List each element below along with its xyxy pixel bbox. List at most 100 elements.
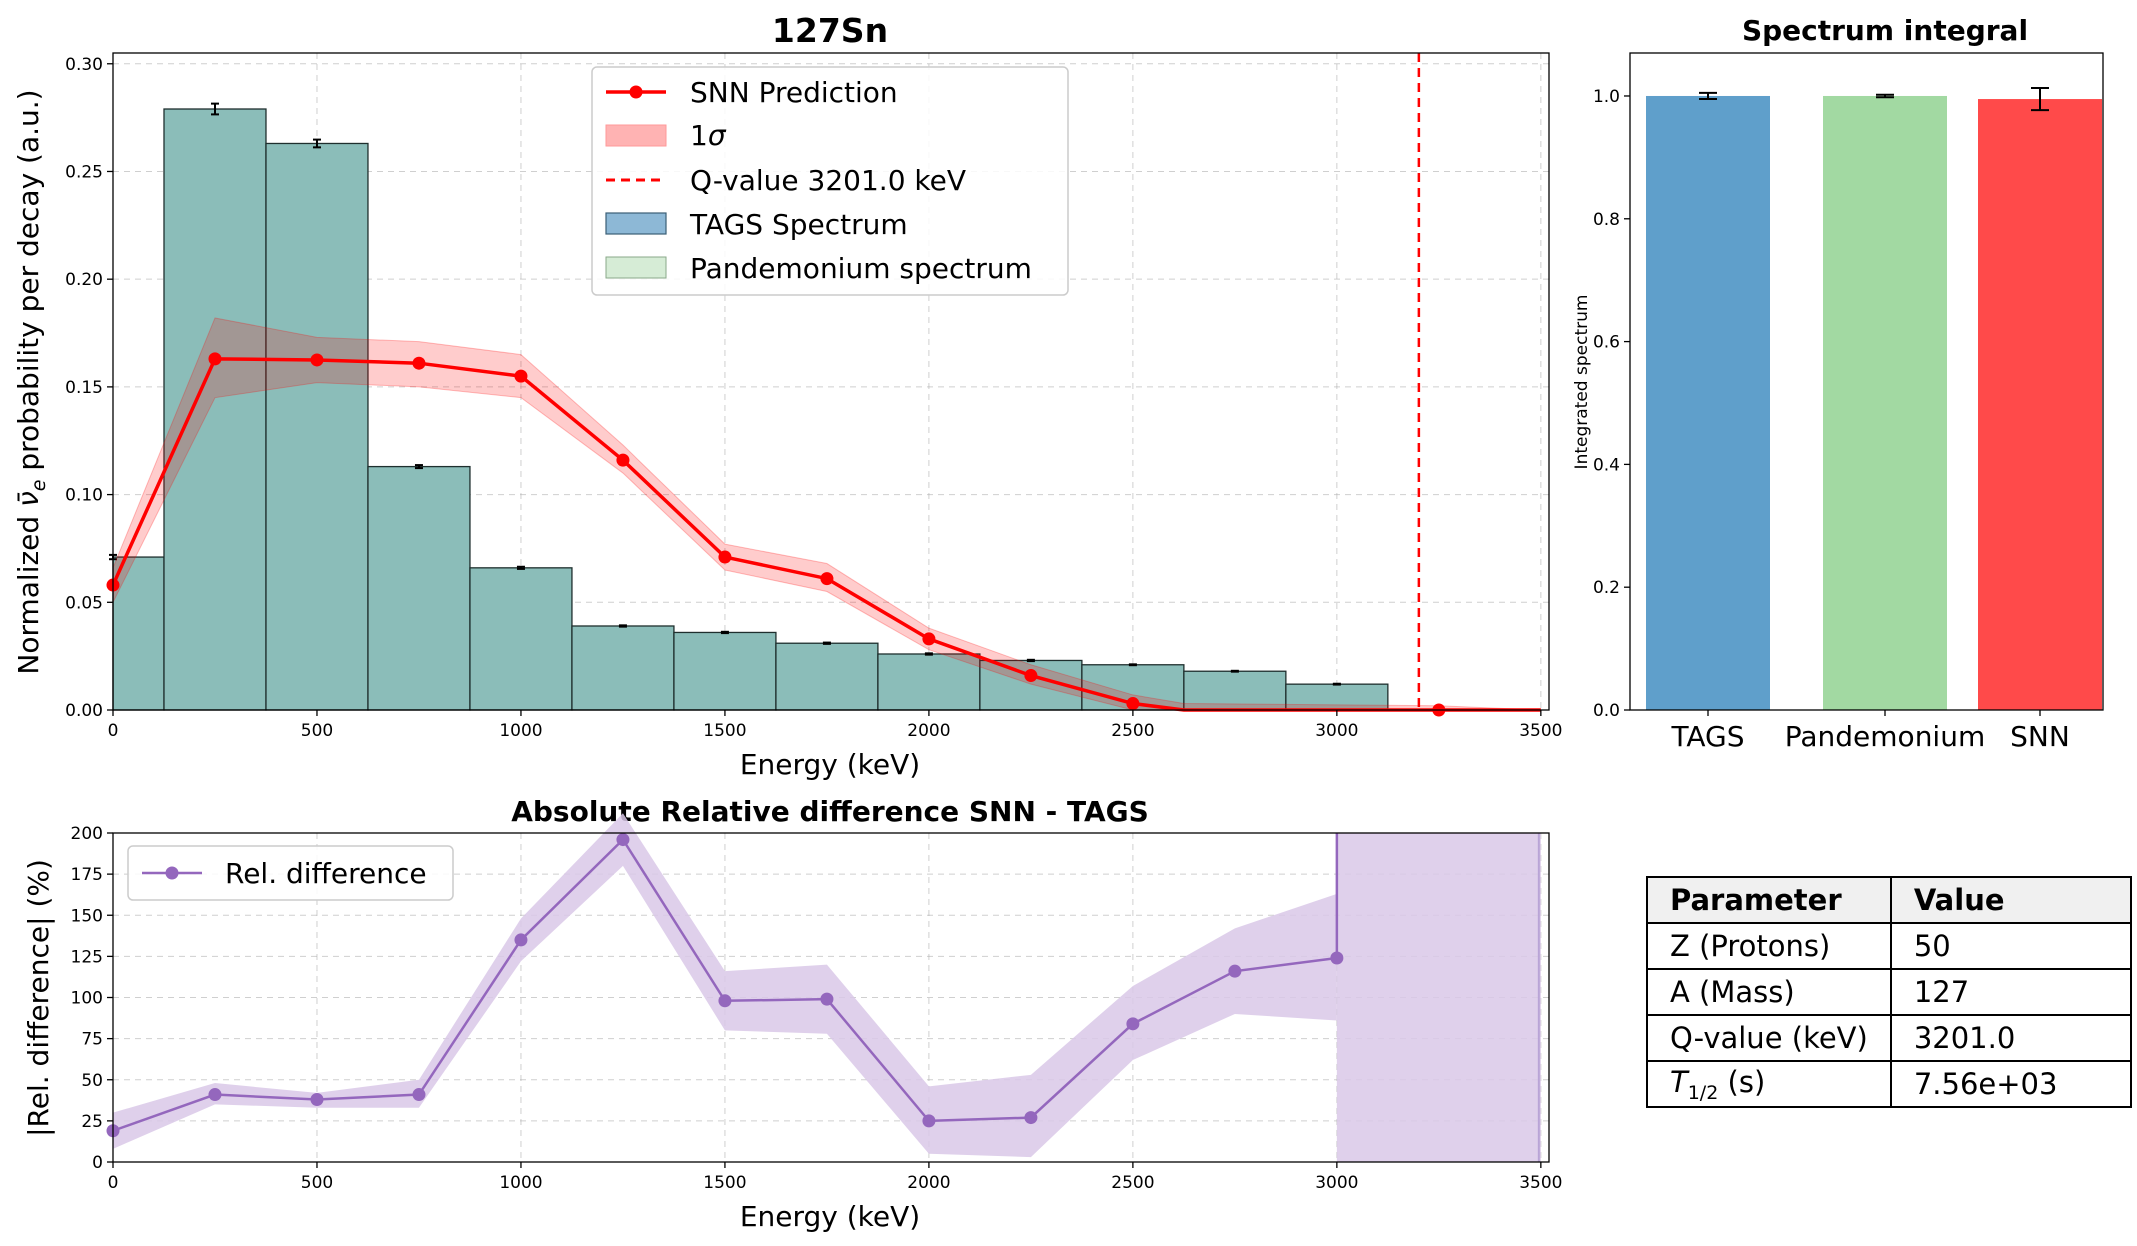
diff-title: Absolute Relative difference SNN - TAGS	[511, 795, 1149, 828]
y-tick-label: 75	[81, 1030, 103, 1050]
snn-line	[111, 357, 1541, 712]
table-header-parameter: Parameter	[1646, 876, 1892, 924]
y-tick-label: 150	[71, 906, 103, 926]
y-tick-label: 100	[71, 989, 103, 1009]
x-tick-label: 1500	[703, 721, 746, 741]
x-tick-label: 3000	[1315, 721, 1358, 741]
table-cell-param: A (Mass)	[1646, 968, 1892, 1016]
main-y-ticks: 0.00 0.05 0.10 0.15 0.20 0.25 0.30	[65, 55, 113, 721]
y-tick-label: 25	[81, 1112, 103, 1132]
bar-x-ticks: TAGS Pandemonium SNN	[1670, 710, 2070, 753]
main-title: 127Sn	[772, 11, 888, 50]
diff-point	[514, 933, 528, 947]
diff-point	[616, 833, 630, 847]
legend-sigma-label: 1σ	[690, 119, 727, 152]
difference-chart: Absolute Relative difference SNN - TAGS …	[22, 795, 1562, 1233]
table-cell-value: 7.56e+03	[1889, 1060, 2132, 1108]
tags-bar	[265, 142, 369, 711]
y-tick-label: 200	[71, 824, 103, 844]
legend-sigma-swatch	[605, 124, 667, 147]
table-row: T1/2 (s) 7.56e+03	[1646, 1060, 2132, 1108]
y-tick-label: 0.0	[1593, 701, 1620, 721]
diff-point	[922, 1114, 936, 1128]
x-tick-label: 2500	[1111, 721, 1154, 741]
table-row: Q-value (keV) 3201.0	[1646, 1014, 2132, 1062]
main-ylabel: Normalized ν̄e probability per decay (a.…	[12, 89, 50, 674]
table-cell-param: Z (Protons)	[1646, 922, 1892, 970]
diff-point	[718, 994, 732, 1008]
main-legend-box	[591, 66, 1069, 296]
legend-diff-marker	[165, 866, 179, 880]
snn-point	[922, 632, 936, 646]
snn-point	[310, 353, 324, 367]
table-cell-value: 3201.0	[1889, 1014, 2132, 1062]
x-tick-label: 3500	[1519, 1173, 1562, 1193]
main-legend: SNN Prediction 1σ Q-value 3201.0 keV TAG…	[591, 66, 1069, 296]
integral-bar	[1646, 95, 1770, 710]
diff-x-ticks: 0 500 1000 1500 2000 2500 3000 3500	[108, 1162, 1562, 1193]
y-tick-label: 0	[92, 1153, 103, 1173]
integral-error-bars	[1699, 86, 2049, 112]
bar-category-label: TAGS	[1670, 720, 1744, 753]
snn-point	[820, 572, 834, 586]
integral-bar	[1823, 95, 1947, 710]
snn-point	[616, 453, 630, 467]
snn-point	[1126, 697, 1140, 711]
diff-legend: Rel. difference	[127, 845, 454, 901]
y-tick-label: 0.00	[65, 701, 103, 721]
tags-bar	[469, 567, 573, 711]
diff-point	[412, 1088, 426, 1102]
diff-band-area	[113, 813, 1337, 1158]
legend-snn-marker	[629, 85, 643, 99]
diff-xlabel: Energy (keV)	[740, 1200, 920, 1233]
diff-legend-box	[127, 845, 454, 901]
x-tick-label: 2000	[907, 1173, 950, 1193]
table-cell-param: Q-value (keV)	[1646, 1014, 1892, 1062]
diff-band	[113, 813, 1541, 1162]
snn-point	[1024, 669, 1038, 683]
table-cell-param: T1/2 (s)	[1646, 1060, 1892, 1108]
diff-ylabel: |Rel. difference| (%)	[22, 859, 55, 1137]
snn-point	[514, 369, 528, 383]
snn-point	[208, 352, 222, 366]
x-tick-label: 500	[301, 1173, 333, 1193]
legend-pandemonium-swatch	[605, 256, 667, 279]
tags-bar	[673, 631, 777, 711]
legend-tags-swatch	[605, 212, 667, 235]
legend-pandemonium-label: Pandemonium spectrum	[690, 252, 1032, 285]
x-tick-label: 1500	[703, 1173, 746, 1193]
x-tick-label: 0	[108, 1173, 119, 1193]
snn-point	[412, 356, 426, 370]
snn-point	[718, 550, 732, 564]
diff-line	[106, 833, 1344, 1138]
tags-bar	[775, 642, 879, 711]
y-tick-label: 0.20	[65, 270, 103, 290]
tags-bar	[877, 653, 981, 711]
x-tick-label: 3500	[1519, 721, 1562, 741]
tags-bar	[163, 108, 267, 711]
table-row: A (Mass) 127	[1646, 968, 2132, 1016]
bar-title: Spectrum integral	[1742, 14, 2028, 47]
tags-bar	[112, 556, 165, 711]
x-tick-label: 2000	[907, 721, 950, 741]
y-tick-label: 1.0	[1593, 87, 1620, 107]
x-tick-label: 500	[301, 721, 333, 741]
main-xlabel: Energy (keV)	[740, 748, 920, 781]
x-tick-label: 1000	[499, 1173, 542, 1193]
tags-bar	[367, 465, 471, 711]
bar-category-label: SNN	[2010, 720, 2070, 753]
diff-y-ticks: 0 25 50 75 100 125 150 175 200	[71, 824, 113, 1173]
bar-category-label: Pandemonium	[1785, 720, 1985, 753]
tags-bar	[571, 625, 675, 711]
y-tick-label: 0.15	[65, 378, 103, 398]
legend-snn-label: SNN Prediction	[690, 76, 898, 109]
y-tick-label: 0.30	[65, 55, 103, 75]
x-tick-label: 0	[108, 721, 119, 741]
diff-point	[208, 1088, 222, 1102]
table-header-value: Value	[1889, 876, 2132, 924]
legend-diff-label: Rel. difference	[225, 857, 427, 890]
integral-chart: Spectrum integral 0.0 0.2 0.4 0.6 0.8 1.0 TAG…	[1572, 14, 2104, 753]
x-tick-label: 3000	[1315, 1173, 1358, 1193]
diff-point	[1024, 1111, 1038, 1125]
